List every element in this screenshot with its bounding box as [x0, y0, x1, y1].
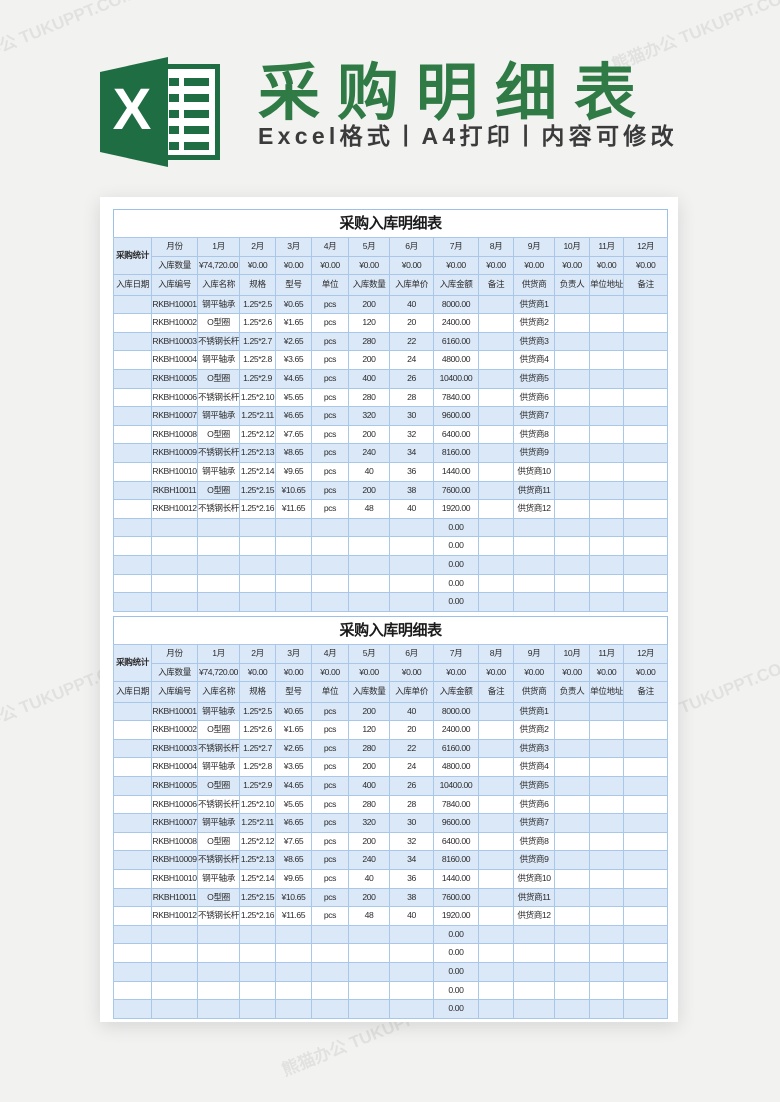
svg-text:X: X [113, 77, 152, 142]
